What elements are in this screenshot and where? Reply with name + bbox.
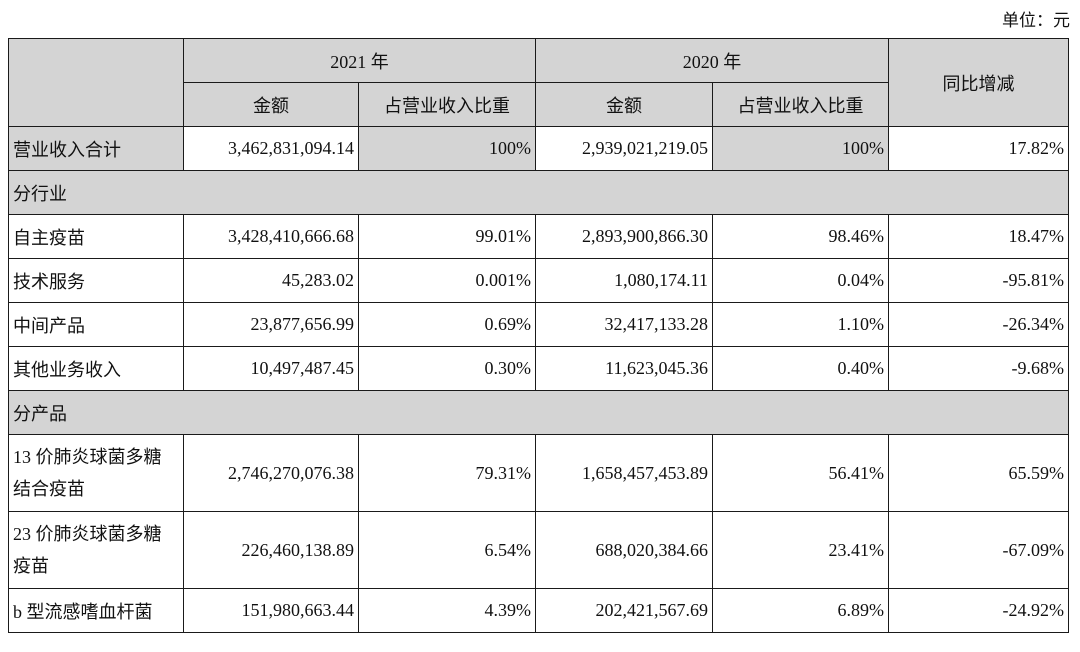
header-2021: 2021 年 xyxy=(183,38,536,83)
ratio-2020: 6.89% xyxy=(712,588,889,633)
section-product-row: 分产品 xyxy=(8,390,1069,435)
ratio-2021: 4.39% xyxy=(358,588,536,633)
table-row: 技术服务 45,283.02 0.001% 1,080,174.11 0.04% -95.… xyxy=(8,258,1069,303)
ratio-2021: 0.30% xyxy=(358,346,536,391)
amount-2021: 151,980,663.44 xyxy=(183,588,359,633)
section-product: 分产品 xyxy=(8,390,1069,435)
amount-2020: 202,421,567.69 xyxy=(535,588,713,633)
header-yoy: 同比增减 xyxy=(888,38,1069,127)
yoy-change: -24.92% xyxy=(888,588,1069,633)
yoy-change: 65.59% xyxy=(888,434,1069,512)
table-row: 中间产品 23,877,656.99 0.69% 32,417,133.28 1.10%… xyxy=(8,302,1069,347)
header-ratio-2021: 占营业收入比重 xyxy=(358,82,536,127)
section-industry: 分行业 xyxy=(8,170,1069,215)
yoy-change: -9.68% xyxy=(888,346,1069,391)
ratio-2021: 99.01% xyxy=(358,214,536,259)
amount-2021: 3,428,410,666.68 xyxy=(183,214,359,259)
table-row: 其他业务收入 10,497,487.45 0.30% 11,623,045.36 0.4… xyxy=(8,346,1069,391)
header-2020: 2020 年 xyxy=(535,38,889,83)
header-ratio-2020: 占营业收入比重 xyxy=(712,82,889,127)
corner-cell xyxy=(8,38,184,127)
row-label: 技术服务 xyxy=(8,258,184,303)
yoy-change: -95.81% xyxy=(888,258,1069,303)
ratio-2020: 100% xyxy=(712,126,889,171)
yoy-change: -67.09% xyxy=(888,511,1069,589)
amount-2020: 11,623,045.36 xyxy=(535,346,713,391)
unit-label: 单位：元 xyxy=(1002,11,1070,30)
ratio-2020: 98.46% xyxy=(712,214,889,259)
header-amount-2020: 金额 xyxy=(535,82,713,127)
ratio-2021: 100% xyxy=(358,126,536,171)
table-row: 23 价肺炎球菌多糖疫苗 226,460,138.89 6.54% 688,020,3… xyxy=(8,511,1069,589)
row-label: 自主疫苗 xyxy=(8,214,184,259)
header-row-1: 2021 年 2020 年 同比增减 xyxy=(8,38,1069,127)
amount-2021: 45,283.02 xyxy=(183,258,359,303)
row-label: 其他业务收入 xyxy=(8,346,184,391)
amount-2021: 2,746,270,076.38 xyxy=(183,434,359,512)
table-row: 自主疫苗 3,428,410,666.68 99.01% 2,893,900,866.… xyxy=(8,214,1069,259)
yoy-change: -26.34% xyxy=(888,302,1069,347)
row-label: 营业收入合计 xyxy=(8,126,184,171)
ratio-2020: 1.10% xyxy=(712,302,889,347)
amount-2021: 10,497,487.45 xyxy=(183,346,359,391)
amount-2020: 1,658,457,453.89 xyxy=(535,434,713,512)
amount-2020: 688,020,384.66 xyxy=(535,511,713,589)
ratio-2020: 0.40% xyxy=(712,346,889,391)
row-label: 中间产品 xyxy=(8,302,184,347)
yoy-change: 18.47% xyxy=(888,214,1069,259)
revenue-table: 2021 年 2020 年 同比增减 金额 占营业收入比重 金额 占营业收入比重… xyxy=(8,38,1069,633)
amount-2020: 32,417,133.28 xyxy=(535,302,713,347)
ratio-2020: 56.41% xyxy=(712,434,889,512)
table-row: 13 价肺炎球菌多糖结合疫苗 2,746,270,076.38 79.31% 1,65… xyxy=(8,434,1069,512)
amount-2021: 226,460,138.89 xyxy=(183,511,359,589)
amount-2021: 23,877,656.99 xyxy=(183,302,359,347)
row-label: b 型流感嗜血杆菌 xyxy=(8,588,184,633)
table-row: b 型流感嗜血杆菌 151,980,663.44 4.39% 202,421,567.… xyxy=(8,588,1069,633)
amount-2020: 1,080,174.11 xyxy=(535,258,713,303)
ratio-2020: 23.41% xyxy=(712,511,889,589)
row-label: 23 价肺炎球菌多糖疫苗 xyxy=(8,511,184,589)
ratio-2021: 0.001% xyxy=(358,258,536,303)
ratio-2021: 6.54% xyxy=(358,511,536,589)
yoy-change: 17.82% xyxy=(888,126,1069,171)
total-row: 营业收入合计 3,462,831,094.14 100% 2,939,021,2… xyxy=(8,126,1069,171)
amount-2020: 2,939,021,219.05 xyxy=(535,126,713,171)
amount-2021: 3,462,831,094.14 xyxy=(183,126,359,171)
section-industry-row: 分行业 xyxy=(8,170,1069,215)
header-amount-2021: 金额 xyxy=(183,82,359,127)
row-label: 13 价肺炎球菌多糖结合疫苗 xyxy=(8,434,184,512)
header-row-2: 金额 占营业收入比重 金额 占营业收入比重 xyxy=(9,82,1069,127)
ratio-2020: 0.04% xyxy=(712,258,889,303)
amount-2020: 2,893,900,866.30 xyxy=(535,214,713,259)
ratio-2021: 0.69% xyxy=(358,302,536,347)
ratio-2021: 79.31% xyxy=(358,434,536,512)
